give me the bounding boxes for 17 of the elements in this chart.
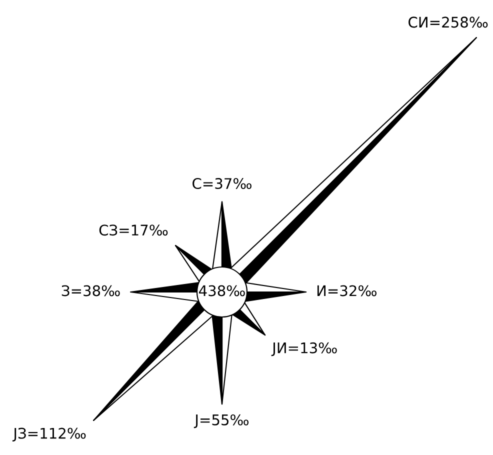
data-label: 55‰: [212, 414, 249, 426]
data-label: 17‰: [132, 224, 168, 236]
data-label: 38‰: [84, 285, 120, 296]
category-label: СИ=: [408, 16, 440, 28]
category-label: З=: [62, 285, 81, 296]
data-label: 37‰: [215, 178, 252, 190]
category-label: Ј=: [194, 414, 210, 428]
category-label: С=: [192, 178, 213, 190]
data-label: 13‰: [301, 342, 337, 354]
data-label: 32‰: [340, 285, 376, 296]
text: 438‰: [199, 285, 245, 296]
category-label: И=: [317, 285, 338, 296]
category-label: ЈЗ=: [12, 428, 38, 442]
category-label: ЈИ=: [271, 342, 298, 356]
category-label: СЗ=: [99, 224, 129, 236]
data-label: 258‰: [442, 16, 488, 28]
data-label: 112‰: [40, 428, 86, 439]
